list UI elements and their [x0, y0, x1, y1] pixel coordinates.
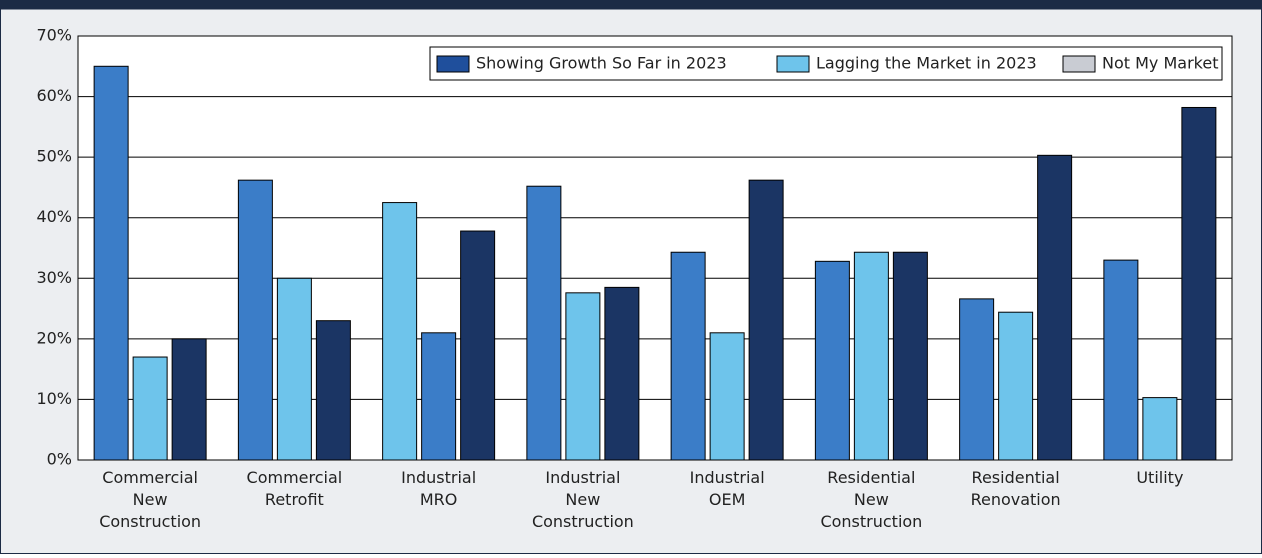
- x-tick-line: OEM: [709, 490, 746, 509]
- y-tick-label: 40%: [36, 207, 72, 226]
- x-tick-line: Commercial: [102, 468, 198, 487]
- bar: [853, 251, 889, 461]
- bar: [892, 251, 928, 461]
- x-tick-line: Retrofit: [265, 490, 324, 509]
- bar: [237, 179, 273, 461]
- legend-label: Showing Growth So Far in 2023: [476, 54, 727, 73]
- bar: [814, 260, 850, 461]
- x-tick-line: Commercial: [247, 468, 343, 487]
- bar: [748, 179, 784, 461]
- x-tick-line: Construction: [820, 512, 922, 531]
- top-band: [0, 0, 1262, 9]
- y-tick-label: 20%: [36, 328, 72, 347]
- bar: [1103, 259, 1139, 461]
- x-tick-line: Residential: [972, 468, 1060, 487]
- x-tick-line: Construction: [532, 512, 634, 531]
- y-tick-label: 50%: [36, 147, 72, 166]
- bar: [709, 332, 745, 461]
- legend-swatch: [776, 55, 810, 73]
- x-tick-line: Industrial: [401, 468, 476, 487]
- y-tick-label: 70%: [36, 26, 72, 45]
- x-tick-label: Residential Renovation: [971, 468, 1061, 509]
- x-tick-label: Industrial OEM: [690, 468, 765, 509]
- legend-swatch: [436, 55, 470, 73]
- bar: [171, 338, 207, 461]
- bar: [93, 65, 129, 461]
- plot-border: [77, 35, 1233, 461]
- x-tick-line: New: [854, 490, 889, 509]
- y-tick-label: 0%: [47, 450, 72, 469]
- bar: [132, 356, 168, 461]
- legend-label: Lagging the Market in 2023: [816, 54, 1037, 73]
- x-tick-label: Industrial MRO: [401, 468, 476, 509]
- bar: [1037, 154, 1073, 461]
- x-tick-line: Industrial: [545, 468, 620, 487]
- bar: [1181, 106, 1217, 461]
- bar: [1142, 397, 1178, 461]
- bar: [998, 311, 1034, 461]
- bar: [315, 320, 351, 461]
- bar: [565, 292, 601, 461]
- x-tick-line: New: [133, 490, 168, 509]
- x-tick-label: Commercial New Construction: [99, 468, 201, 531]
- bar: [526, 185, 562, 461]
- legend-label: Not My Market: [1102, 54, 1218, 73]
- x-tick-line: New: [565, 490, 600, 509]
- x-tick-line: Industrial: [690, 468, 765, 487]
- legend-swatch: [1062, 55, 1096, 73]
- bar: [460, 230, 496, 461]
- x-tick-line: MRO: [420, 490, 458, 509]
- x-tick-label: Industrial New Construction: [532, 468, 634, 531]
- y-tick-label: 10%: [36, 389, 72, 408]
- bar: [604, 286, 640, 461]
- x-tick-line: Residential: [827, 468, 915, 487]
- x-tick-line: Utility: [1136, 468, 1183, 487]
- x-tick-label: Commercial Retrofit: [247, 468, 343, 509]
- x-tick-line: Construction: [99, 512, 201, 531]
- bar: [959, 298, 995, 461]
- y-tick-label: 60%: [36, 86, 72, 105]
- x-tick-line: Renovation: [971, 490, 1061, 509]
- bar: [382, 202, 418, 461]
- bar: [421, 332, 457, 461]
- bar: [670, 251, 706, 461]
- bar: [276, 277, 312, 461]
- x-tick-label: Residential New Construction: [820, 468, 922, 531]
- x-tick-label: Utility: [1136, 468, 1183, 487]
- y-tick-label: 30%: [36, 268, 72, 287]
